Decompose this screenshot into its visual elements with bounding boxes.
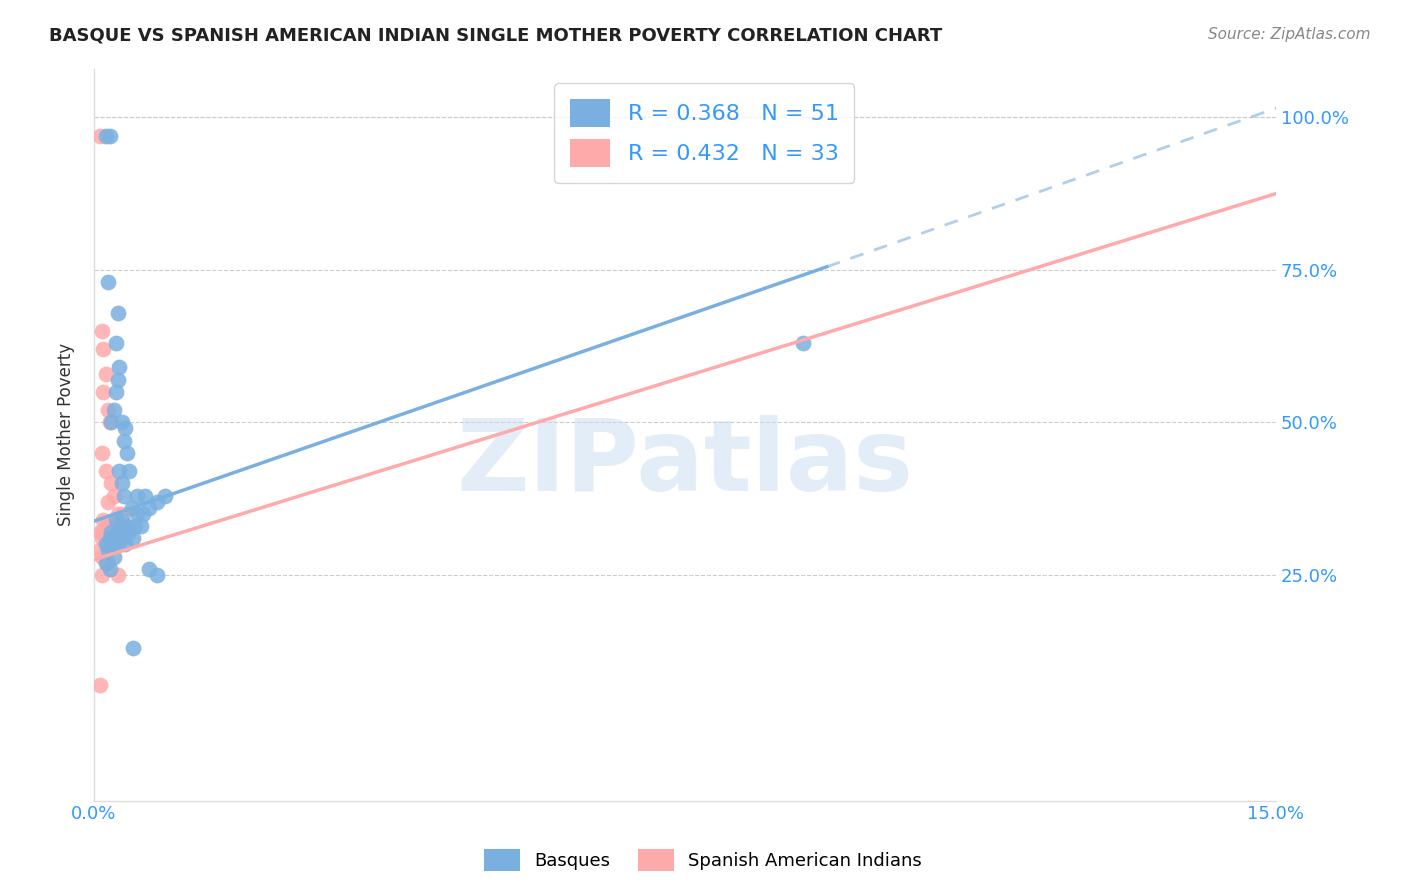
Point: [146, 494, 169, 508]
Point: [112, 489, 135, 503]
Point: [94, 367, 117, 381]
Point: [146, 567, 169, 582]
Point: [134, 489, 156, 503]
Point: [107, 525, 129, 540]
Point: [104, 384, 127, 399]
Point: [90, 446, 112, 460]
Point: [115, 446, 138, 460]
Point: [94, 464, 117, 478]
Point: [94, 537, 117, 551]
Point: [89, 678, 111, 692]
Point: [98, 531, 121, 545]
Point: [103, 549, 125, 564]
Point: [90, 549, 112, 564]
Point: [118, 525, 141, 540]
Point: [114, 537, 136, 551]
Legend: R = 0.368   N = 51, R = 0.432   N = 33: R = 0.368 N = 51, R = 0.432 N = 33: [554, 83, 853, 183]
Point: [103, 489, 125, 503]
Point: [93, 525, 115, 540]
Point: [104, 531, 127, 545]
Point: [124, 519, 146, 533]
Point: [93, 384, 115, 399]
Point: [104, 336, 127, 351]
Point: [89, 525, 111, 540]
Point: [107, 537, 129, 551]
Point: [94, 531, 117, 545]
Point: [127, 507, 149, 521]
Point: [122, 641, 145, 656]
Point: [94, 519, 117, 533]
Point: [107, 507, 129, 521]
Point: [93, 513, 115, 527]
Point: [97, 403, 120, 417]
Point: [104, 519, 127, 533]
Point: [89, 543, 111, 558]
Point: [98, 128, 121, 143]
Point: [93, 342, 115, 356]
Point: [97, 525, 120, 540]
Point: [108, 464, 131, 478]
Point: [138, 562, 160, 576]
Point: [97, 556, 120, 570]
Point: [107, 537, 129, 551]
Point: [97, 543, 120, 558]
Point: [98, 416, 121, 430]
Point: [110, 416, 132, 430]
Point: [100, 476, 122, 491]
Point: [94, 128, 117, 143]
Point: [107, 373, 129, 387]
Point: [122, 531, 145, 545]
Point: [100, 525, 122, 540]
Text: ZIPatlas: ZIPatlas: [457, 416, 914, 512]
Point: [121, 500, 143, 515]
Point: [132, 507, 155, 521]
Y-axis label: Single Mother Poverty: Single Mother Poverty: [58, 343, 75, 526]
Point: [110, 531, 132, 545]
Point: [97, 494, 120, 508]
Point: [110, 476, 132, 491]
Point: [115, 519, 138, 533]
Point: [97, 275, 120, 289]
Point: [89, 128, 111, 143]
Point: [90, 324, 112, 338]
Point: [112, 525, 135, 540]
Point: [100, 537, 122, 551]
Point: [118, 464, 141, 478]
Point: [138, 500, 160, 515]
Point: [110, 513, 132, 527]
Point: [153, 489, 176, 503]
Point: [104, 513, 127, 527]
Point: [103, 403, 125, 417]
Point: [110, 507, 132, 521]
Point: [90, 567, 112, 582]
Point: [112, 519, 135, 533]
Point: [108, 360, 131, 375]
Point: [100, 416, 122, 430]
Point: [98, 562, 121, 576]
Point: [107, 305, 129, 319]
Text: Source: ZipAtlas.com: Source: ZipAtlas.com: [1208, 27, 1371, 42]
Point: [98, 519, 121, 533]
Point: [103, 525, 125, 540]
Point: [107, 567, 129, 582]
Text: BASQUE VS SPANISH AMERICAN INDIAN SINGLE MOTHER POVERTY CORRELATION CHART: BASQUE VS SPANISH AMERICAN INDIAN SINGLE…: [49, 27, 942, 45]
Point: [94, 556, 117, 570]
Point: [114, 421, 136, 435]
Point: [112, 434, 135, 448]
Point: [90, 531, 112, 545]
Point: [129, 519, 152, 533]
Point: [127, 489, 149, 503]
Legend: Basques, Spanish American Indians: Basques, Spanish American Indians: [477, 842, 929, 879]
Point: [792, 336, 814, 351]
Point: [100, 537, 122, 551]
